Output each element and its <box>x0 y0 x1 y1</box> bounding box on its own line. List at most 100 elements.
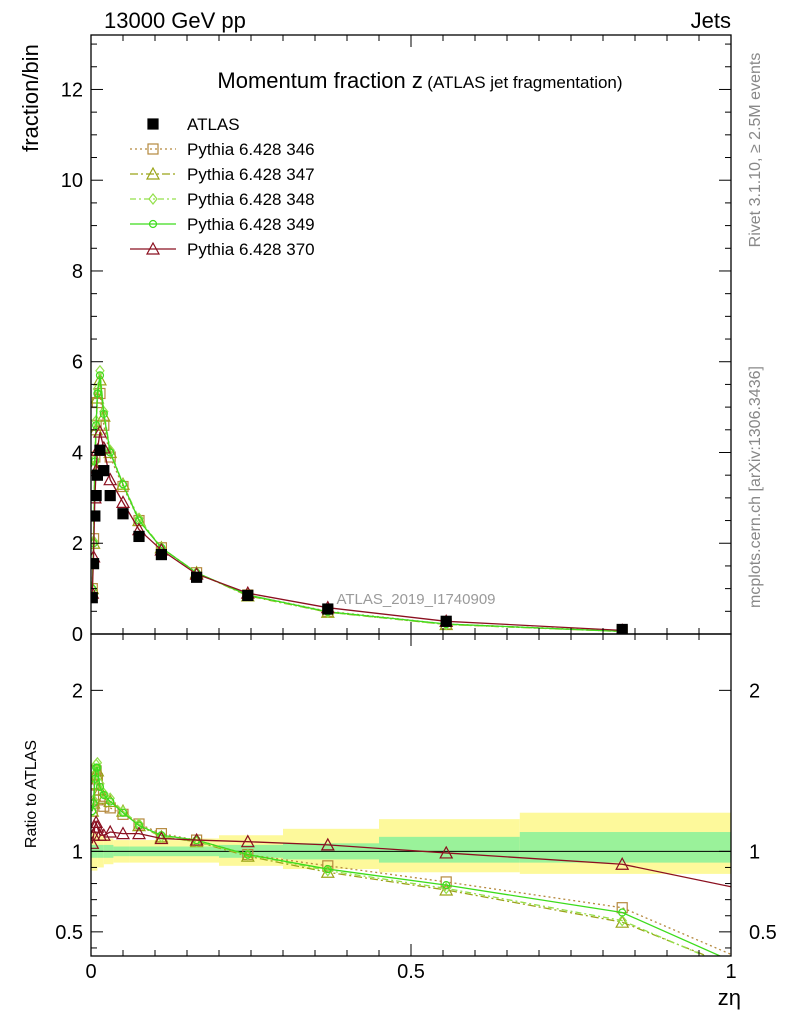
series-point-main-4 <box>103 472 118 486</box>
series-point-ratio-3 <box>618 908 627 917</box>
x-tick-label: 1 <box>725 961 736 983</box>
series-point-ratio-3 <box>243 850 252 859</box>
series-point-ratio-4 <box>91 836 100 849</box>
series-point-ratio-4 <box>91 819 105 833</box>
ratio-panel-plot <box>91 756 731 956</box>
y-tick-label-ratio-right: 1 <box>749 841 760 863</box>
series-point-ratio-4 <box>131 826 147 840</box>
series-curves <box>91 364 731 956</box>
series-point-ratio-4 <box>154 831 169 845</box>
analysis-label: ATLAS_2019_I1740909 <box>336 591 495 608</box>
y-tick-label-ratio: 1 <box>72 841 83 863</box>
series-point-main-3 <box>118 480 128 489</box>
series-point-main-0 <box>98 419 110 431</box>
series-point-main-1 <box>92 372 107 386</box>
atlas-data-point <box>133 530 145 543</box>
legend-entry-label: ATLAS <box>187 115 240 134</box>
legend: ATLAS Pythia 6.428 346 Pythia 6.428 347 Pyt… <box>130 115 315 259</box>
series-point-ratio-2 <box>617 914 627 927</box>
ratio-uncertainty-bands <box>91 812 731 874</box>
series-point-ratio-0 <box>440 876 452 888</box>
atlas-data-point <box>191 571 203 583</box>
atlas-data-point <box>117 508 129 520</box>
series-line-main-0 <box>91 393 623 632</box>
series-point-ratio-3 <box>91 798 98 808</box>
legend-marker <box>148 219 158 229</box>
series-point-ratio-3 <box>93 763 102 772</box>
series-line-main-3 <box>91 375 623 633</box>
atlas-data-point <box>242 589 254 602</box>
series-point-ratio-4 <box>91 815 104 828</box>
y-axis-label-ratio: Ratio to ATLAS <box>23 740 40 848</box>
y-axis-label-main: fraction/bin <box>18 44 43 152</box>
y-tick-label-main: 2 <box>72 533 83 555</box>
mcplots-label: mcplots.cern.ch [arXiv:1306.3436] <box>747 366 764 608</box>
y-tick-label-main: 12 <box>61 79 83 101</box>
x-tick-label: 0 <box>85 961 96 983</box>
legend-marker <box>147 143 159 155</box>
series-point-ratio-4 <box>115 826 131 840</box>
atlas-data-point <box>94 444 106 456</box>
series-point-ratio-3 <box>95 782 105 792</box>
series-point-ratio-3 <box>91 807 97 816</box>
series-point-ratio-3 <box>106 797 115 806</box>
rivet-version-label: Rivet 3.1.10, ≥ 2.5M events <box>747 53 764 248</box>
x-tick-label: 0.5 <box>397 961 425 983</box>
legend-marker <box>148 193 158 205</box>
series-point-main-4 <box>92 424 107 438</box>
series-point-main-3 <box>93 389 102 398</box>
series-point-ratio-3 <box>118 808 128 817</box>
y-tick-label-ratio: 2 <box>72 680 83 702</box>
series-point-ratio-4 <box>615 856 630 870</box>
atlas-data-point <box>616 623 628 634</box>
atlas-data-point <box>91 592 98 604</box>
legend-entry-label: Pythia 6.428 349 <box>187 215 315 234</box>
atlas-data-point <box>91 558 100 570</box>
atlas-data-point <box>155 548 167 561</box>
series-point-main-3 <box>95 371 105 380</box>
series-point-main-3 <box>99 409 108 419</box>
chart-title: Momentum fraction z (ATLAS jet fragmenta… <box>217 68 622 93</box>
series-point-ratio-3 <box>99 790 108 800</box>
series-point-ratio-4 <box>320 837 335 851</box>
legend-entry-label: Pythia 6.428 348 <box>187 190 315 209</box>
y-tick-label-ratio-right: 0.5 <box>749 922 777 944</box>
atlas-data-point <box>104 489 116 502</box>
atlas-data-point <box>440 615 452 627</box>
atlas-data-point <box>91 489 102 502</box>
series-line-main-4 <box>91 431 623 632</box>
chart-title-main: Momentum fraction z <box>217 68 422 93</box>
series-point-ratio-4 <box>439 845 454 859</box>
ratio-panel-frame <box>90 633 732 957</box>
header-beam-label: 13000 GeV pp <box>104 8 246 33</box>
header-process-label: Jets <box>691 8 731 33</box>
series-point-ratio-3 <box>442 881 451 890</box>
series-point-main-4 <box>115 495 131 509</box>
legend-marker <box>145 166 161 180</box>
legend-entry-label: Pythia 6.428 347 <box>187 165 315 184</box>
legend-entry-label: Pythia 6.428 346 <box>187 140 315 159</box>
series-point-ratio-4 <box>189 832 204 846</box>
x-axis-label: zη <box>718 985 741 1010</box>
y-tick-label-ratio: 0.5 <box>55 922 83 944</box>
series-point-ratio-3 <box>134 821 144 830</box>
y-tick-label-main: 8 <box>72 261 83 283</box>
atlas-data-point <box>322 603 334 615</box>
legend-entry-label: Pythia 6.428 370 <box>187 240 315 259</box>
y-tick-label-main: 6 <box>72 352 83 374</box>
atlas-data-point <box>98 465 110 477</box>
chart-title-sub: (ATLAS jet fragmentation) <box>427 73 622 92</box>
y-tick-label-main: 4 <box>72 442 83 464</box>
ratio-inner-band <box>519 832 731 863</box>
y-tick-label-main: 10 <box>61 170 83 192</box>
legend-marker <box>145 241 161 255</box>
main-panel-plot <box>91 364 629 634</box>
legend-marker <box>147 118 159 130</box>
y-tick-label-ratio-right: 2 <box>749 680 760 702</box>
series-point-main-0 <box>94 387 106 400</box>
series-point-main-3 <box>92 421 101 430</box>
series-point-ratio-4 <box>240 834 255 848</box>
y-tick-label-main: 0 <box>72 624 83 646</box>
